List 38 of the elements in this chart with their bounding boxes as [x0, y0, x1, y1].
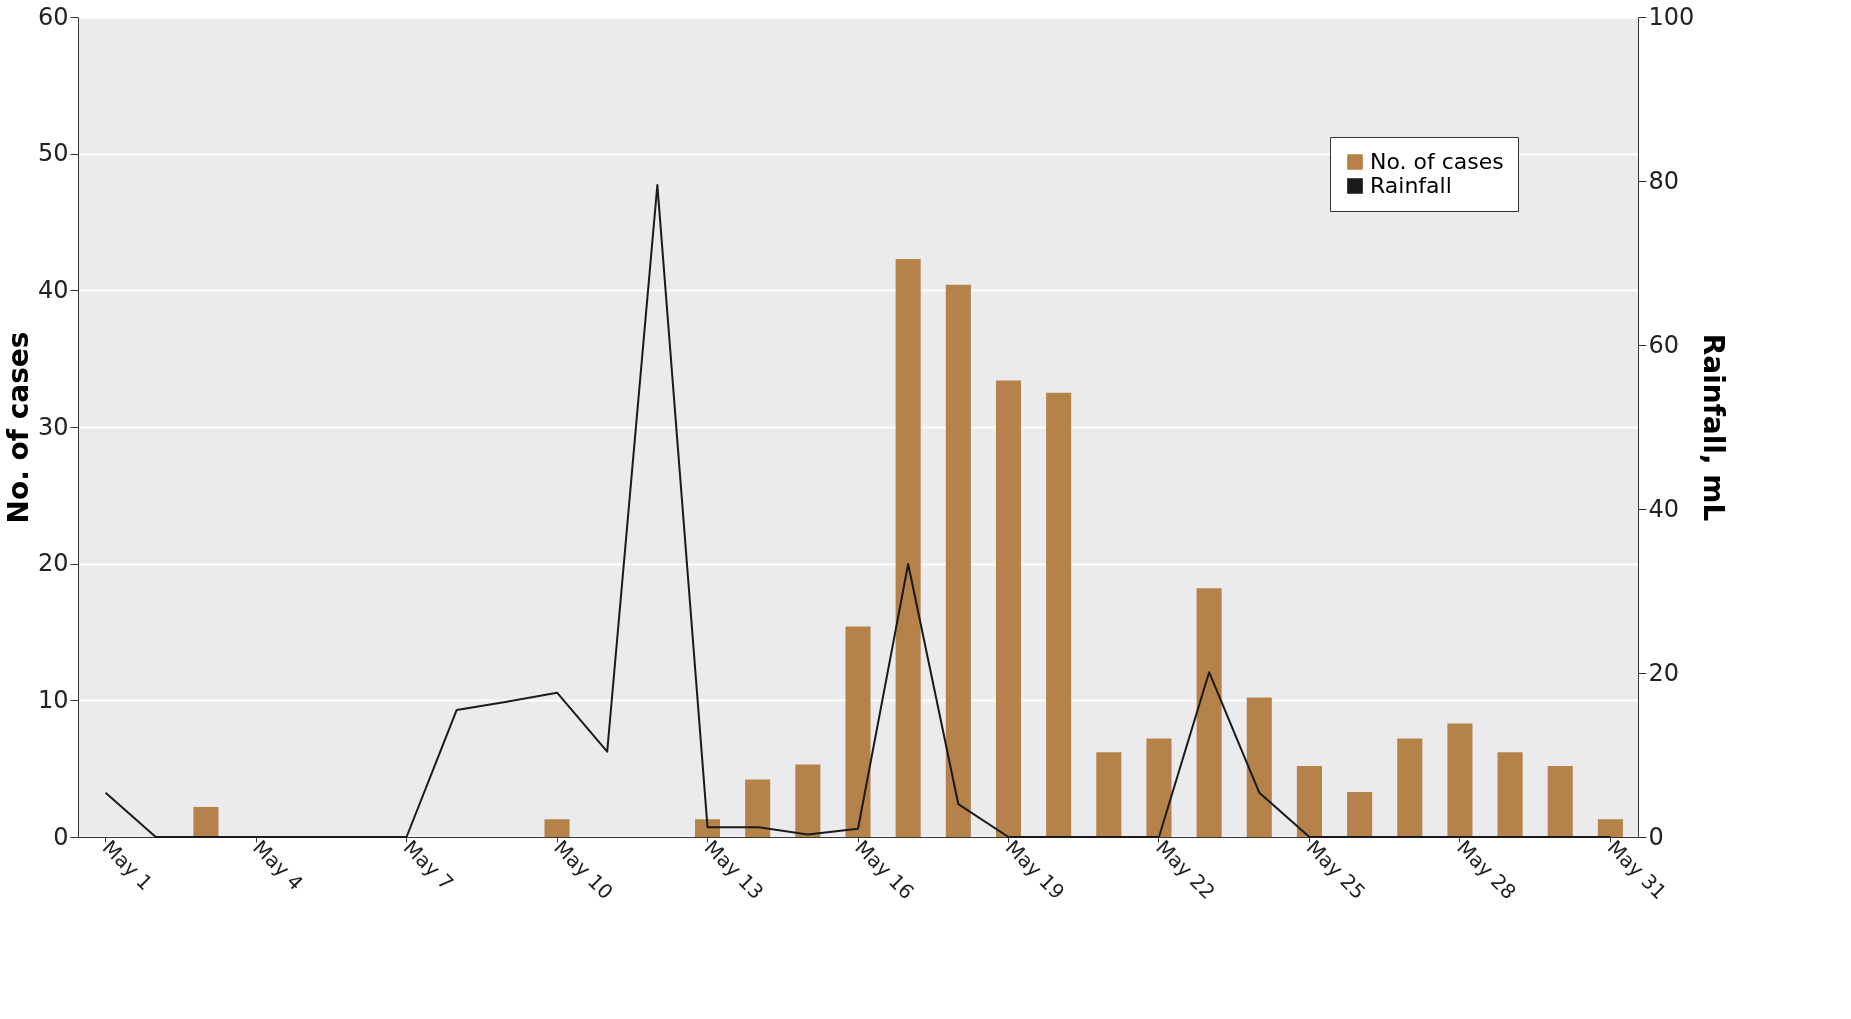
bar — [795, 764, 821, 837]
y-tick-label: 30 — [37, 412, 69, 441]
bar — [1447, 723, 1473, 837]
bar — [1196, 588, 1222, 837]
bar — [544, 819, 570, 837]
bar — [694, 819, 721, 837]
y-tick-label: 40 — [37, 275, 69, 304]
bar — [745, 779, 771, 837]
y-axis-title: No. of cases — [1, 331, 35, 524]
bar — [1547, 765, 1573, 837]
bar — [1597, 819, 1623, 837]
y-tick-label: 50 — [37, 139, 69, 168]
bar — [1246, 697, 1272, 837]
bar — [1347, 791, 1373, 837]
y-tick-label: 10 — [37, 685, 69, 714]
bar — [1096, 752, 1122, 837]
bar — [1296, 765, 1322, 837]
y2-tick-label: 0 — [1648, 822, 1664, 851]
y-tick-label: 20 — [37, 549, 69, 578]
bar — [1497, 752, 1523, 837]
bar — [193, 806, 219, 837]
legend-label: No. of cases — [1370, 149, 1504, 174]
y-tick-label: 0 — [53, 822, 69, 851]
y2-tick-label: 40 — [1648, 494, 1680, 523]
bar — [1046, 392, 1072, 837]
y2-tick-label: 80 — [1648, 166, 1680, 195]
bar — [945, 284, 971, 837]
legend-label: Rainfall — [1370, 173, 1452, 198]
y2-tick-label: 100 — [1648, 2, 1695, 31]
y2-tick-label: 60 — [1648, 330, 1680, 359]
bar — [895, 258, 921, 837]
y2-axis-title: Rainfall, mL — [1697, 333, 1731, 522]
bar — [845, 626, 871, 837]
bar — [1397, 738, 1423, 837]
y-tick-label: 60 — [37, 2, 69, 31]
bar — [1146, 738, 1172, 837]
y2-tick-label: 20 — [1648, 658, 1680, 687]
bar — [995, 380, 1022, 837]
